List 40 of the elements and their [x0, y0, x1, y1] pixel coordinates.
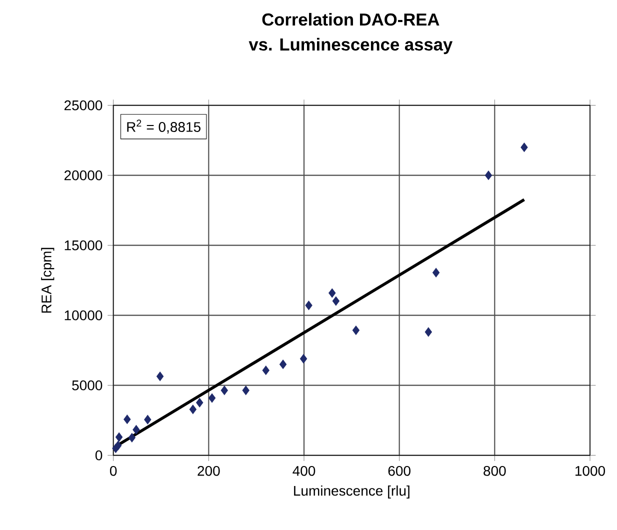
point: [242, 386, 250, 396]
point: [156, 372, 164, 382]
y-tick-label: 10000: [64, 310, 102, 320]
point: [196, 398, 204, 408]
annotation: R$^{2}$ = 0,8815: [127, 120, 200, 134]
chart-title: Correlation DAO-REA: [262, 12, 440, 26]
point: [114, 440, 122, 450]
point: [305, 300, 312, 310]
y-tick-label: 5000: [72, 380, 102, 390]
point: [262, 366, 270, 376]
point: [132, 425, 140, 434]
y-tick-label: 20000: [64, 170, 102, 180]
y-tick-label: 15000: [64, 240, 102, 250]
point: [128, 433, 136, 442]
chart-subtitle: vs. Luminescence assay: [248, 38, 453, 54]
point: [220, 386, 228, 396]
x-tick-label: 1000: [575, 466, 606, 476]
x-tick-label: 0: [110, 466, 117, 476]
x-tick-label: 800: [484, 466, 506, 476]
point: [520, 142, 528, 152]
x-tick-label: 200: [198, 466, 220, 476]
y-tick-label: 0: [95, 450, 102, 460]
point: [424, 327, 432, 337]
point: [328, 288, 336, 298]
point: [432, 268, 440, 278]
point: [352, 326, 360, 335]
point: [300, 354, 308, 364]
point: [332, 296, 340, 306]
y-tick-label: 25000: [64, 100, 102, 110]
point: [208, 393, 216, 403]
point: [115, 432, 123, 442]
x-tick-label: 600: [388, 466, 410, 476]
point: [144, 414, 152, 424]
x-tick-label: 400: [292, 466, 316, 476]
point: [279, 360, 287, 369]
y-axis-title: REA [cpm]: [41, 248, 54, 313]
x-axis-title: Luminescence [rlu]: [294, 485, 410, 499]
point: [124, 414, 131, 424]
point: [484, 170, 492, 180]
point: [189, 404, 197, 414]
